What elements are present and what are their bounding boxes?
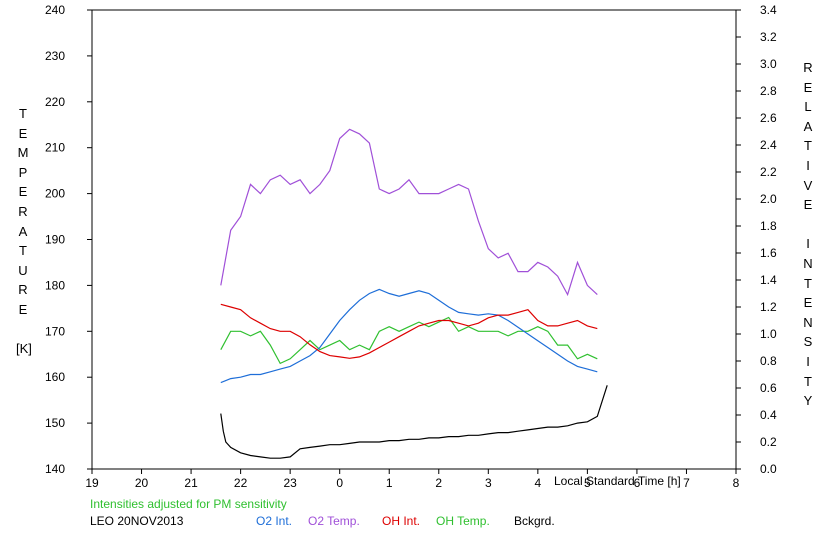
left-axis-letter: A [18, 223, 28, 239]
left-axis-letter: M [17, 145, 29, 161]
pm-sensitivity-note: Intensities adjusted for PM sensitivity [90, 497, 287, 511]
y-left-tick-label: 170 [45, 324, 65, 338]
y-right-tick-label: 2.6 [760, 111, 777, 125]
y-right-tick-label: 3.2 [760, 30, 777, 44]
legend-bckgrd: Bckgrd. [514, 514, 555, 528]
left-axis-letter: E [18, 125, 28, 141]
y-right-tick-label: 0.8 [760, 354, 777, 368]
y-left-tick-label: 150 [45, 416, 65, 430]
right-axis-letter: Y [803, 393, 813, 409]
x-tick-label: 1 [386, 476, 393, 490]
y-right-tick-label: 0.2 [760, 435, 777, 449]
right-axis-letter: R [803, 60, 813, 75]
y-right-tick-label: 1.8 [760, 219, 777, 233]
y-right-tick-label: 2.4 [760, 138, 777, 152]
y-right-tick-label: 1.2 [760, 300, 777, 314]
series-bckgrd [220, 385, 608, 459]
legend-o2-temp: O2 Temp. [308, 514, 360, 528]
right-axis-letter: E [803, 295, 813, 311]
right-axis-letter: A [803, 118, 813, 134]
right-axis-letter: L [804, 99, 812, 115]
y-left-tick-label: 240 [45, 3, 65, 17]
y-right-tick-label: 0.4 [760, 408, 777, 422]
y-left-tick-label: 180 [45, 278, 65, 292]
x-tick-label: 21 [184, 476, 198, 490]
x-tick-label: 8 [733, 476, 740, 490]
right-axis-letter: S [803, 334, 813, 350]
x-tick-label: 23 [283, 476, 297, 490]
series-o2-int [220, 288, 598, 384]
legend-oh-temp: OH Temp. [436, 514, 490, 528]
right-axis-letter: N [803, 255, 813, 271]
left-axis-letter: P [18, 164, 28, 180]
axes: 19 20 21 22 23 0 1 2 3 4 5 6 7 8140150160170180190200… [45, 3, 777, 490]
left-axis-letter: [K] [16, 341, 32, 357]
left-axis-letter: R [18, 203, 28, 219]
plot-frame [91, 9, 737, 470]
x-tick-label: 5 [584, 476, 591, 490]
series-oh-temp [220, 316, 598, 365]
y-right-tick-label: 1.4 [760, 273, 777, 287]
series-o2-temp [220, 128, 598, 297]
right-axis-letter: I [806, 353, 810, 369]
right-axis-letter: T [804, 373, 812, 389]
right-axis-letter: I [806, 236, 810, 252]
legend-o2-int: O2 Int. [256, 514, 293, 528]
y-right-tick-label: 0.0 [760, 462, 777, 476]
left-axis-letter [16, 320, 30, 340]
x-tick-label: 0 [336, 476, 343, 490]
y-left-tick-label: 140 [45, 462, 65, 476]
x-tick-label: 3 [485, 476, 492, 490]
y-right-tick-label: 1.0 [760, 327, 777, 341]
y-right-tick-label: 2.2 [760, 165, 777, 179]
right-axis-letter [801, 215, 815, 235]
y-right-tick-label: 1.6 [760, 246, 777, 260]
right-axis-letter: T [804, 275, 812, 291]
left-axis-letter: U [18, 262, 28, 278]
left-axis-letter: E [18, 301, 28, 317]
plot-area [220, 128, 608, 459]
x-tick-label: 4 [535, 476, 542, 490]
y-right-tick-label: 2.8 [760, 84, 777, 98]
y-left-tick-label: 160 [45, 370, 65, 384]
x-tick-label: 2 [435, 476, 442, 490]
x-axis-label: Local Standard Time [h] [554, 474, 681, 488]
left-axis-letter: R [18, 282, 28, 298]
y-left-tick-label: 230 [45, 49, 65, 63]
x-tick-label: 6 [634, 476, 641, 490]
y-right-tick-label: 0.6 [760, 381, 777, 395]
x-tick-label: 19 [85, 476, 99, 490]
y-right-tick-label: 2.0 [760, 192, 777, 206]
right-axis-letter: I [806, 157, 810, 173]
series-oh-int [220, 303, 598, 359]
y-left-tick-label: 210 [45, 141, 65, 155]
y-right-tick-label: 3.0 [760, 57, 777, 71]
left-axis-letter: E [18, 184, 28, 200]
y-left-tick-label: 190 [45, 233, 65, 247]
x-tick-label: 22 [234, 476, 248, 490]
right-axis-letter: N [803, 314, 813, 330]
legend-oh-int: OH Int. [382, 514, 421, 528]
left-axis-letter: T [19, 243, 27, 259]
x-tick-label: 20 [135, 476, 149, 490]
right-axis-letter: T [804, 138, 812, 154]
y-right-tick-label: 3.4 [760, 3, 777, 17]
y-left-tick-label: 220 [45, 95, 65, 109]
right-axis-letter: V [803, 177, 813, 193]
right-axis-letter: E [803, 79, 813, 95]
left-axis-letter: T [19, 106, 27, 121]
y-left-tick-label: 200 [45, 187, 65, 201]
x-tick-label: 7 [683, 476, 690, 490]
station-date: LEO 20NOV2013 [90, 514, 184, 528]
right-axis-letter: E [803, 197, 813, 213]
